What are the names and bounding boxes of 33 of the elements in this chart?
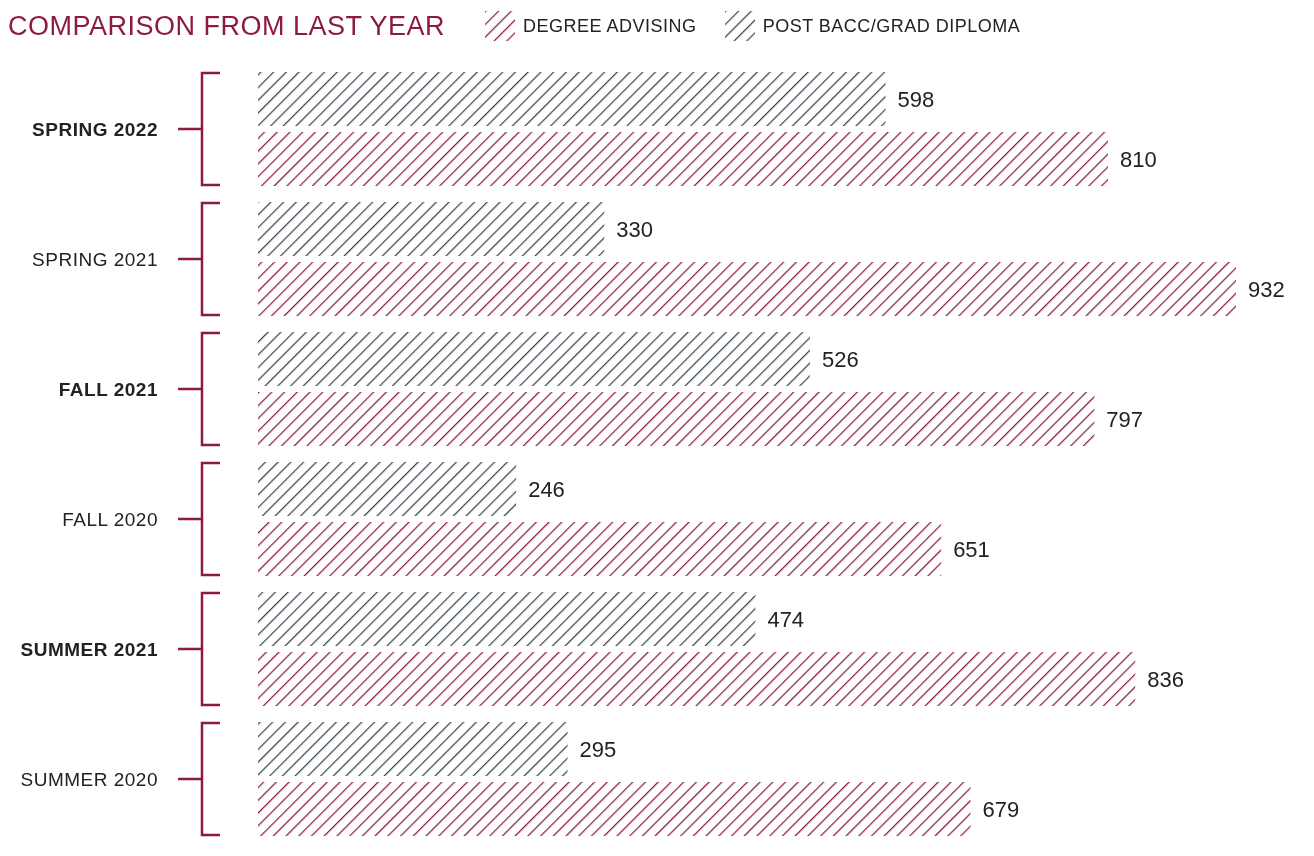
bar — [258, 202, 605, 256]
bar — [258, 722, 568, 776]
y-tick-label: SUMMER 2021 — [20, 638, 158, 660]
legend-label: DEGREE ADVISING — [523, 15, 697, 37]
y-tick-label: SPRING 2022 — [32, 118, 158, 140]
data-label: 810 — [1119, 146, 1157, 172]
data-label: 474 — [767, 606, 805, 632]
bar — [258, 262, 1236, 316]
data-label: 651 — [953, 536, 990, 562]
bar — [258, 72, 886, 126]
data-label: 330 — [616, 216, 654, 242]
bar — [258, 782, 971, 836]
data-label: 598 — [897, 86, 935, 112]
data-label: 932 — [1248, 276, 1285, 302]
y-tick-label: FALL 2021 — [58, 378, 158, 400]
legend-label: POST BACC/GRAD DIPLOMA — [762, 15, 1021, 37]
y-tick-label: SUMMER 2020 — [20, 768, 158, 790]
chart-title: COMPARISON FROM LAST YEAR — [8, 10, 446, 42]
data-label: 679 — [982, 796, 1020, 822]
bar — [258, 462, 517, 516]
data-label: 246 — [528, 476, 565, 502]
y-tick-label: SPRING 2021 — [32, 248, 158, 270]
bar — [258, 592, 756, 646]
data-label: 526 — [821, 346, 859, 372]
bar — [258, 332, 810, 386]
bar — [258, 652, 1136, 706]
data-label: 797 — [1106, 406, 1144, 432]
data-label: 295 — [579, 736, 617, 762]
data-label: 836 — [1147, 666, 1184, 692]
y-tick-label: FALL 2020 — [62, 508, 158, 530]
bar — [258, 132, 1108, 186]
bar — [258, 522, 942, 576]
bar — [258, 392, 1095, 446]
